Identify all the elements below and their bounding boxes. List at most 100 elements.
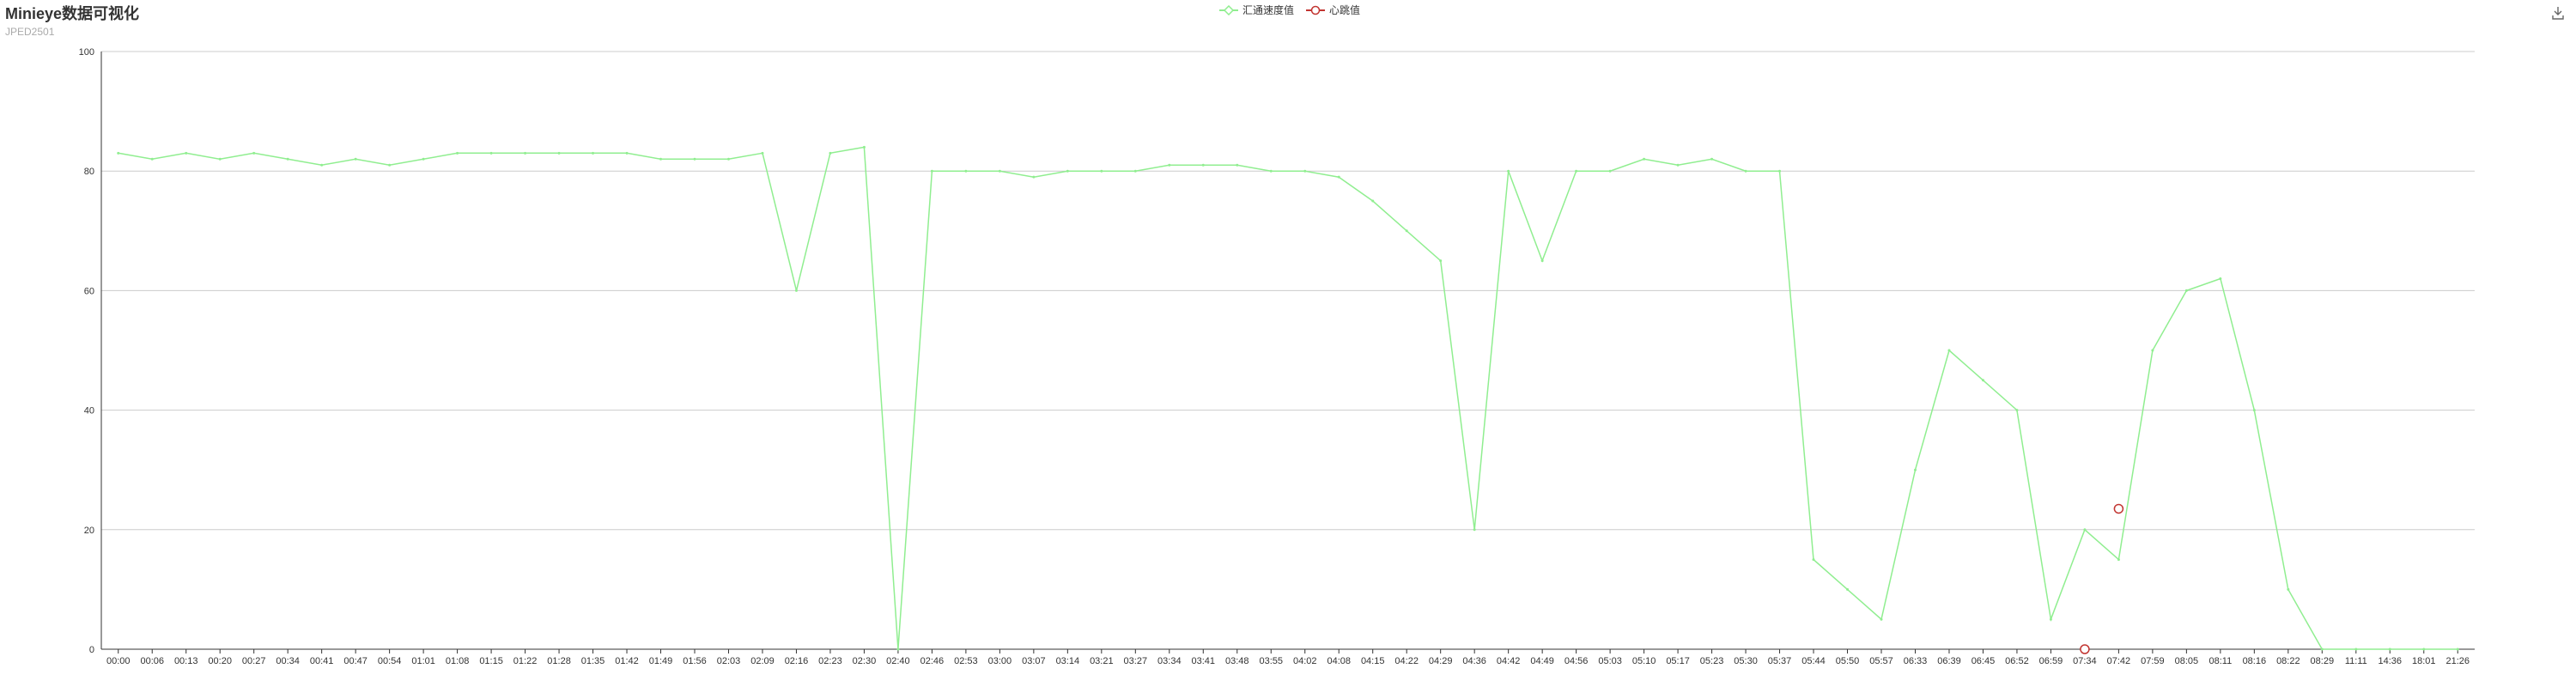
speed-point: [896, 647, 900, 651]
speed-point: [726, 157, 730, 161]
legend-label-heartbeat: 心跳值: [1329, 4, 1361, 16]
x-tick-label: 06:45: [1971, 656, 1996, 666]
x-tick-label: 00:27: [242, 656, 266, 666]
x-tick-label: 07:34: [2073, 656, 2097, 666]
heartbeat-point: [2080, 644, 2090, 654]
x-tick-label: 01:49: [649, 656, 673, 666]
speed-point: [1608, 169, 1612, 173]
speed-point: [659, 157, 663, 161]
x-tick-label: 05:44: [1801, 656, 1826, 666]
speed-point: [2354, 647, 2358, 651]
speed-point: [2252, 409, 2256, 412]
x-tick-label: 02:40: [886, 656, 910, 666]
y-tick-label: 40: [84, 406, 94, 416]
x-tick-label: 04:08: [1327, 656, 1351, 666]
speed-point: [1913, 468, 1917, 471]
x-tick-label: 01:28: [547, 656, 571, 666]
speed-point: [1337, 175, 1340, 179]
legend-label-speed: 汇通速度值: [1242, 4, 1295, 16]
x-tick-label: 05:30: [1734, 656, 1758, 666]
x-tick-label: 06:59: [2039, 656, 2063, 666]
speed-point: [286, 157, 289, 161]
legend-speed-symbol-icon: [1219, 4, 1238, 15]
speed-point: [592, 151, 595, 155]
x-tick-label: 00:20: [208, 656, 232, 666]
x-tick-label: 06:39: [1937, 656, 1961, 666]
speed-point: [1066, 169, 1069, 173]
x-tick-label: 14:36: [2379, 656, 2403, 666]
speed-point: [2184, 289, 2188, 292]
speed-point: [2219, 277, 2222, 280]
speed-point: [524, 151, 527, 155]
speed-point: [1473, 528, 1476, 532]
chart-title: Minieye数据可视化: [5, 5, 140, 22]
x-tick-label: 02:23: [818, 656, 842, 666]
y-tick-label: 80: [84, 167, 94, 177]
x-tick-label: 04:42: [1497, 656, 1521, 666]
legend-item-speed[interactable]: 汇通速度值: [1219, 3, 1294, 17]
speed-point: [794, 289, 798, 292]
speed-point: [218, 157, 222, 161]
x-tick-label: 01:15: [479, 656, 503, 666]
speed-point: [117, 151, 120, 155]
x-tick-label: 01:56: [683, 656, 707, 666]
x-tick-label: 02:16: [785, 656, 809, 666]
x-tick-label: 03:48: [1225, 656, 1249, 666]
speed-point: [1405, 229, 1408, 233]
speed-point: [1439, 259, 1443, 263]
x-tick-label: 01:08: [446, 656, 470, 666]
speed-point: [1778, 169, 1782, 173]
speed-point: [1201, 163, 1205, 167]
speed-point: [2456, 647, 2459, 651]
speed-point: [2422, 647, 2426, 651]
x-tick-label: 05:03: [1598, 656, 1622, 666]
speed-point: [1303, 169, 1307, 173]
x-tick-label: 04:36: [1462, 656, 1486, 666]
speed-point: [1540, 259, 1544, 263]
series-line-speed: [118, 146, 2458, 650]
x-tick-label: 00:13: [174, 656, 198, 666]
speed-point: [998, 169, 1001, 173]
speed-point: [625, 151, 629, 155]
x-tick-label: 07:59: [2141, 656, 2165, 666]
speed-point: [456, 151, 459, 155]
legend-heartbeat-symbol-icon: [1306, 5, 1326, 15]
speed-point: [1507, 169, 1510, 173]
x-tick-label: 00:54: [378, 656, 402, 666]
x-tick-label: 03:41: [1192, 656, 1216, 666]
x-tick-label: 18:01: [2412, 656, 2436, 666]
x-tick-label: 03:00: [988, 656, 1012, 666]
speed-point: [829, 151, 832, 155]
x-tick-label: 08:11: [2208, 656, 2232, 666]
speed-point: [150, 157, 154, 161]
speed-point: [557, 151, 561, 155]
speed-point: [693, 157, 696, 161]
speed-point: [1744, 169, 1747, 173]
speed-point: [1269, 169, 1273, 173]
download-icon[interactable]: [2550, 5, 2566, 21]
x-tick-label: 04:56: [1564, 656, 1589, 666]
speed-point: [354, 157, 357, 161]
speed-point: [1100, 169, 1103, 173]
x-tick-label: 03:27: [1124, 656, 1148, 666]
speed-point: [320, 163, 324, 167]
x-tick-label: 11:11: [2345, 656, 2367, 666]
legend-item-heartbeat[interactable]: 心跳值: [1306, 3, 1360, 17]
speed-point: [2388, 647, 2391, 651]
x-tick-label: 01:01: [411, 656, 435, 666]
speed-point: [2117, 558, 2120, 562]
speed-point: [1676, 163, 1680, 167]
speed-point: [1947, 349, 1951, 352]
speed-point: [2320, 647, 2324, 651]
speed-point: [1812, 558, 1815, 562]
speed-point: [2015, 409, 2019, 412]
x-tick-label: 08:22: [2276, 656, 2300, 666]
speed-point: [1236, 163, 1239, 167]
speed-point: [2287, 587, 2290, 591]
speed-point: [761, 151, 764, 155]
chart-legend: 汇通速度值 心跳值: [1219, 3, 1360, 17]
speed-point: [2049, 617, 2052, 621]
x-tick-label: 00:41: [310, 656, 334, 666]
x-tick-label: 05:17: [1666, 656, 1690, 666]
